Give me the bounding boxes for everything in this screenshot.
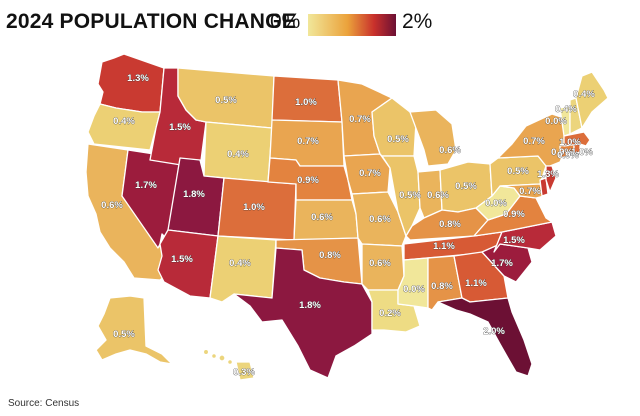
state-hi[interactable]	[202, 348, 255, 381]
label-ny: 0.7%	[523, 136, 545, 147]
label-in: 0.6%	[427, 190, 449, 201]
label-ne: 0.9%	[297, 175, 319, 186]
label-ma: 1.0%	[559, 137, 581, 148]
state-wi[interactable]	[371, 97, 417, 157]
map-header: 2024 POPULATION CHANGE 0% 2%	[6, 6, 634, 40]
state-or[interactable]	[87, 103, 161, 151]
state-ne[interactable]	[267, 157, 353, 201]
label-mo: 0.6%	[369, 214, 391, 225]
state-ak[interactable]	[95, 295, 173, 365]
label-wv: 0.0%	[485, 198, 507, 209]
label-ct: 0.9%	[557, 150, 579, 161]
state-tx[interactable]	[233, 247, 373, 379]
state-nj[interactable]	[545, 165, 557, 193]
label-ok: 0.8%	[319, 250, 341, 261]
label-az: 1.5%	[171, 254, 193, 265]
label-fl: 2.0%	[483, 326, 505, 337]
label-oh: 0.5%	[455, 181, 477, 192]
label-ms: 0.0%	[403, 284, 425, 295]
label-mi: 0.6%	[439, 145, 461, 156]
state-me[interactable]	[575, 71, 609, 129]
source-note: Source: Census	[8, 398, 80, 409]
label-ar: 0.6%	[369, 258, 391, 269]
label-mn: 0.7%	[349, 114, 371, 125]
label-ks: 0.6%	[311, 212, 333, 223]
legend-min-label: 0%	[270, 10, 301, 33]
label-nd: 1.0%	[295, 97, 317, 108]
label-tn: 1.1%	[433, 241, 455, 252]
label-nv: 1.7%	[135, 180, 157, 191]
label-nm: 0.4%	[229, 258, 251, 269]
label-ak: 0.5%	[113, 329, 135, 340]
legend-max-label: 2%	[402, 10, 433, 33]
label-tx: 1.8%	[299, 300, 321, 311]
label-ca: 0.6%	[101, 200, 123, 211]
label-sc: 1.7%	[491, 258, 513, 269]
label-or: 0.4%	[113, 116, 135, 127]
label-ia: 0.7%	[359, 168, 381, 179]
label-co: 1.0%	[243, 202, 265, 213]
label-va: 0.9%	[503, 209, 525, 220]
label-nc: 1.5%	[503, 235, 525, 246]
label-wa: 1.3%	[127, 73, 149, 84]
state-ma[interactable]	[563, 131, 591, 147]
label-ga: 1.1%	[465, 278, 487, 289]
label-sd: 0.7%	[297, 136, 319, 147]
label-md: 0.7%	[519, 186, 541, 197]
page-title: 2024 POPULATION CHANGE	[6, 10, 296, 33]
label-ut: 1.8%	[183, 189, 205, 200]
label-vt: 0.0%	[545, 116, 567, 127]
label-me: 0.4%	[573, 89, 595, 100]
label-pa: 0.5%	[507, 166, 529, 177]
label-nj: 0.9%	[551, 147, 573, 158]
label-mt: 0.5%	[215, 95, 237, 106]
legend-color-scale	[308, 14, 396, 36]
label-nh: 0.4%	[555, 104, 577, 115]
label-wi: 0.5%	[387, 134, 409, 145]
label-ky: 0.8%	[439, 219, 461, 230]
state-fl[interactable]	[437, 297, 533, 377]
state-mi[interactable]	[409, 109, 457, 167]
label-ri: 1.0%	[571, 147, 593, 158]
label-il: 0.5%	[399, 190, 421, 201]
label-la: 0.2%	[379, 308, 401, 319]
label-hi: 0.3%	[233, 367, 255, 378]
state-de[interactable]	[539, 177, 549, 197]
label-id: 1.5%	[169, 122, 191, 133]
label-wy: 0.4%	[227, 149, 249, 160]
state-nm[interactable]	[209, 235, 277, 303]
label-de: 1.3%	[537, 169, 559, 180]
label-al: 0.8%	[431, 281, 453, 292]
